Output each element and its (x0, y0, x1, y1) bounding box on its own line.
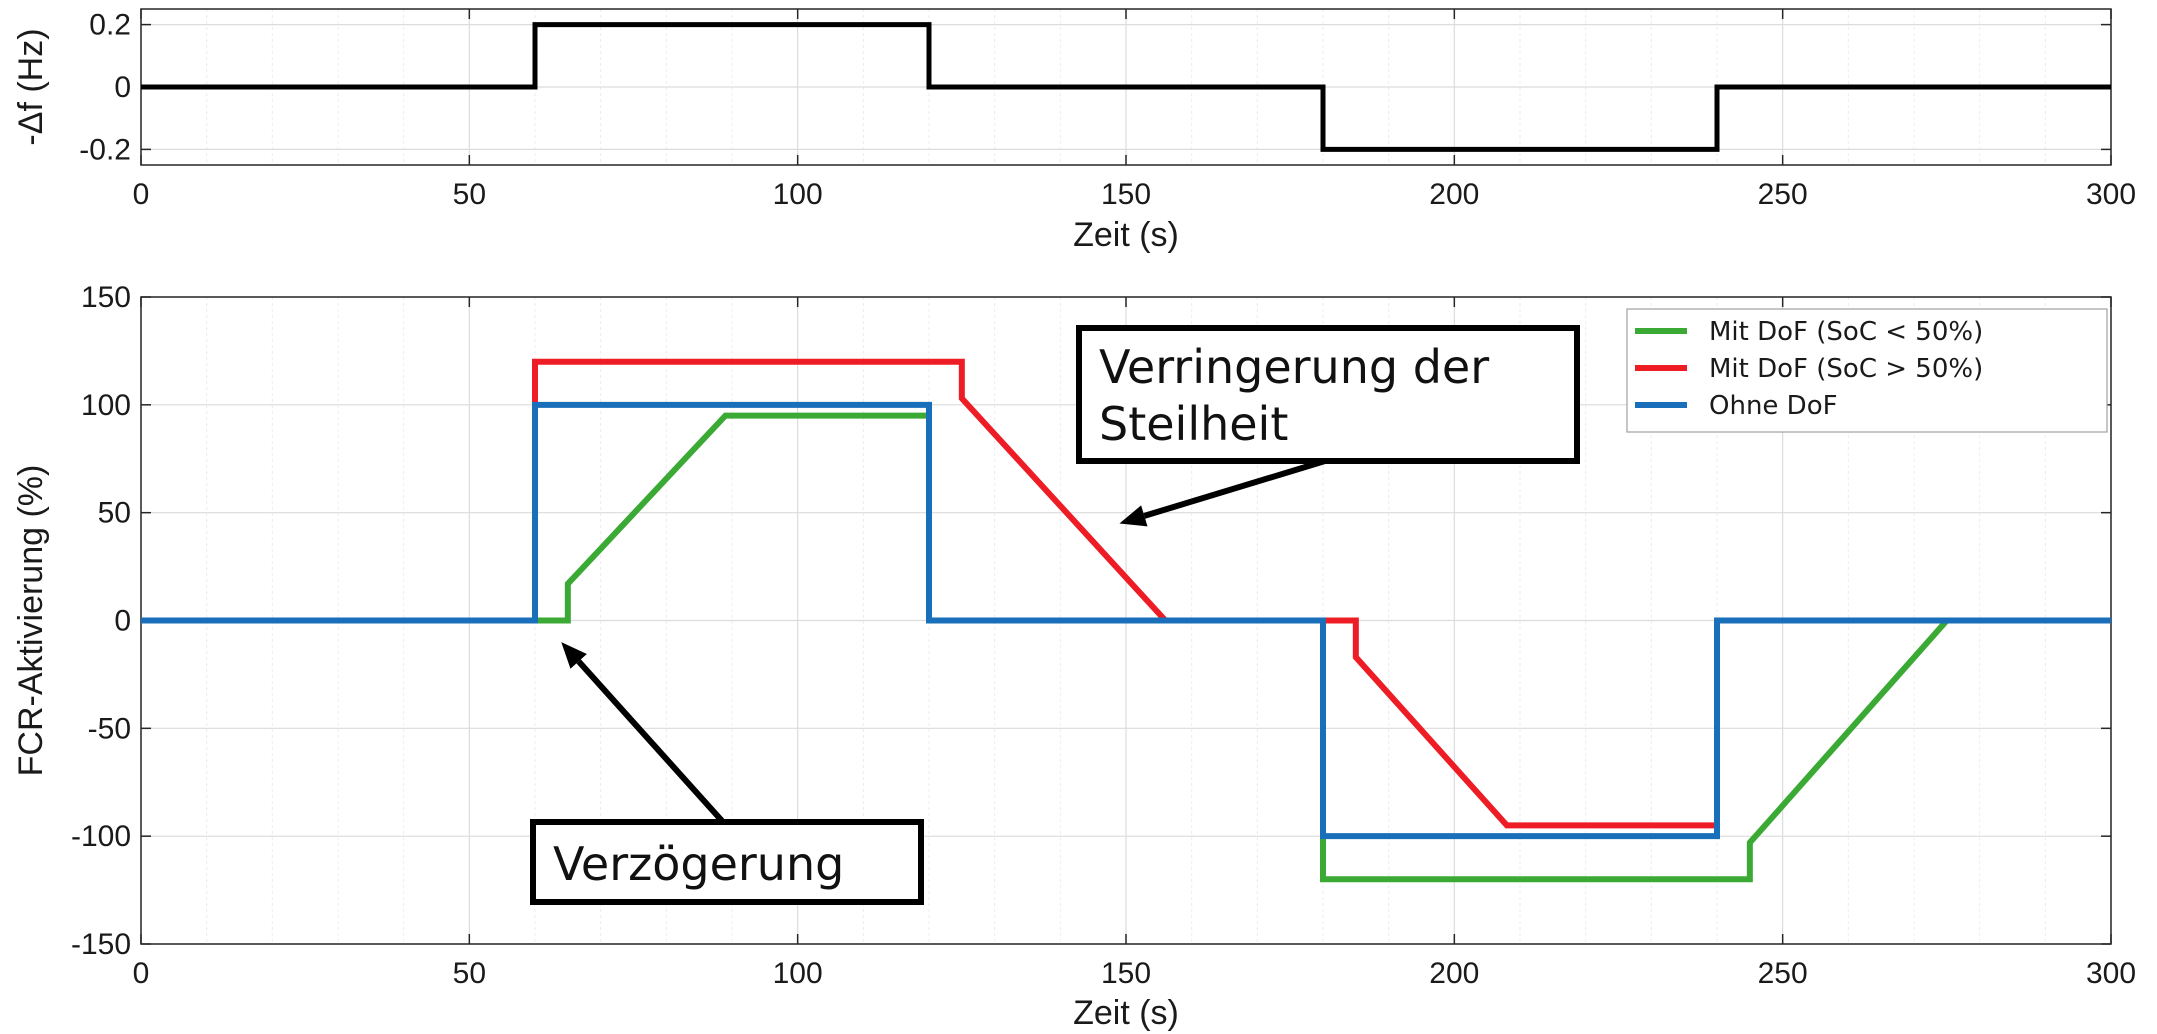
annotation-arrow-shaft (1143, 458, 1326, 519)
annotation-arrow-head (561, 642, 587, 669)
x-tick-label: 100 (773, 957, 823, 990)
legend-entry: Mit DoF (SoC < 50%) (1709, 317, 1983, 347)
y-tick-label: 50 (98, 497, 131, 530)
x-tick-label: 250 (1758, 957, 1808, 990)
series-line-1 (141, 22, 2111, 152)
annotation-2: Verzögerung (530, 642, 924, 905)
legend-box (1626, 308, 2108, 433)
x-tick-label: 0 (133, 178, 150, 211)
x-tick-label: 100 (773, 178, 823, 211)
x-tick-label: 150 (1101, 178, 1151, 211)
legend: Mit DoF (SoC < 50%) Mit DoF (SoC > 50%) Oh… (1626, 308, 2108, 433)
x-tick-label: 150 (1101, 957, 1151, 990)
x-tick-label: 50 (453, 178, 486, 211)
y-axis-label: FCR-Aktivierung (%) (12, 465, 50, 777)
x-axis-label: Zeit (s) (1073, 994, 1179, 1032)
x-tick-label: 200 (1429, 178, 1479, 211)
legend-entry: Ohne DoF (1709, 391, 1838, 421)
x-tick-label: 250 (1758, 178, 1808, 211)
annotation-text: Verringerung der (1099, 340, 1489, 394)
y-tick-label: 0 (114, 71, 131, 104)
x-tick-label: 50 (453, 957, 486, 990)
y-tick-label: -150 (71, 928, 131, 961)
x-tick-label: 0 (133, 957, 150, 990)
y-tick-label: -100 (71, 820, 131, 853)
x-axis-label: Zeit (s) (1073, 216, 1179, 254)
y-tick-label: 150 (81, 281, 131, 314)
y-tick-label: 0 (114, 605, 131, 638)
y-tick-label: -0.2 (79, 133, 131, 166)
annotation-box (1076, 325, 1580, 464)
x-tick-label: 200 (1429, 957, 1479, 990)
y-tick-label: 100 (81, 389, 131, 422)
annotation-text: Steilheit (1099, 397, 1288, 451)
legend-entry: Mit DoF (SoC > 50%) (1709, 354, 1983, 384)
x-tick-label: 300 (2086, 178, 2136, 211)
annotation-box (530, 819, 924, 905)
x-tick-label: 300 (2086, 957, 2136, 990)
y-tick-label: -50 (88, 712, 131, 745)
annotation-text: Verzögerung (553, 837, 844, 891)
fcr-activation-panel: 0 50 100 150 200 250 300 -150 -100 -50 0 50 100 150 Ze… (12, 281, 2136, 1032)
series-line-3 (141, 401, 2111, 840)
annotation-arrow-shaft (576, 659, 726, 825)
y-axis-label: -Δf (Hz) (12, 28, 50, 145)
annotation-arrow-head (1119, 505, 1148, 527)
y-tick-label: 0.2 (89, 9, 131, 42)
